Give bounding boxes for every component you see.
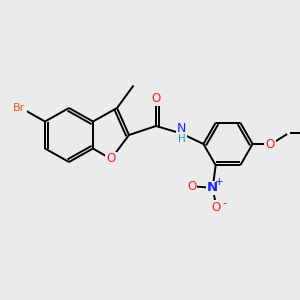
Text: N: N [177,122,186,136]
Text: O: O [187,180,196,193]
Text: H: H [178,134,185,145]
Text: Br: Br [14,103,26,113]
Text: N: N [207,181,218,194]
Text: O: O [212,201,221,214]
Text: -: - [223,197,227,210]
Text: O: O [152,92,160,106]
Text: +: + [215,177,224,187]
Text: O: O [266,137,274,151]
Text: O: O [106,152,116,166]
